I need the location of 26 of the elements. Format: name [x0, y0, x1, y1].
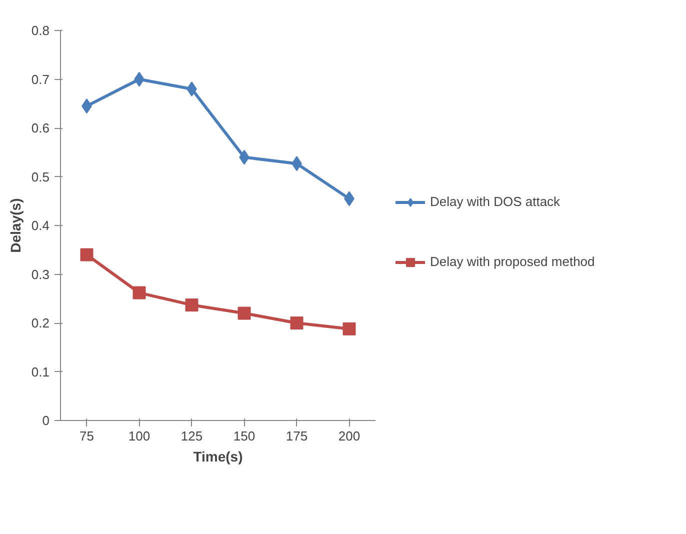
- point: [132, 286, 146, 300]
- y-tick-label: 0: [42, 413, 50, 428]
- point: [238, 306, 251, 320]
- y-tick-label: 0.4: [31, 218, 50, 233]
- x-tick-label: 150: [233, 428, 256, 444]
- y-tick-label: 0.5: [31, 169, 50, 184]
- point: [342, 322, 356, 336]
- x-axis-title: Time(s): [193, 448, 243, 464]
- y-tick-label: 0.8: [31, 23, 50, 38]
- point: [186, 82, 197, 96]
- point: [185, 298, 198, 312]
- point: [290, 316, 304, 330]
- x-tick-label: 125: [180, 428, 203, 444]
- y-tick-label: 0.6: [31, 120, 50, 136]
- legend-label: Delay with proposed method: [430, 254, 595, 269]
- x-tick-label: 175: [286, 428, 308, 444]
- y-tick-label: 0.2: [31, 316, 50, 330]
- y-tick-label: 0.1: [31, 364, 50, 380]
- y-tick-label: 0.7: [31, 72, 50, 87]
- point: [80, 248, 94, 262]
- x-tick-label: 200: [338, 428, 360, 444]
- x-tick-label: 75: [80, 428, 94, 444]
- y-axis-title: Delay(s): [7, 198, 24, 253]
- x-tick-label: 100: [128, 428, 150, 444]
- y-tick-label: 0.3: [31, 266, 50, 282]
- legend-label: Delay with DOS attack: [430, 194, 560, 209]
